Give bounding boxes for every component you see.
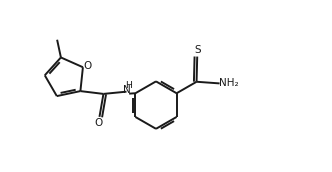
Text: O: O (83, 61, 91, 71)
Text: NH₂: NH₂ (219, 78, 239, 88)
Text: H: H (125, 81, 132, 90)
Text: S: S (194, 45, 201, 55)
Text: N: N (123, 85, 131, 95)
Text: O: O (95, 118, 103, 128)
